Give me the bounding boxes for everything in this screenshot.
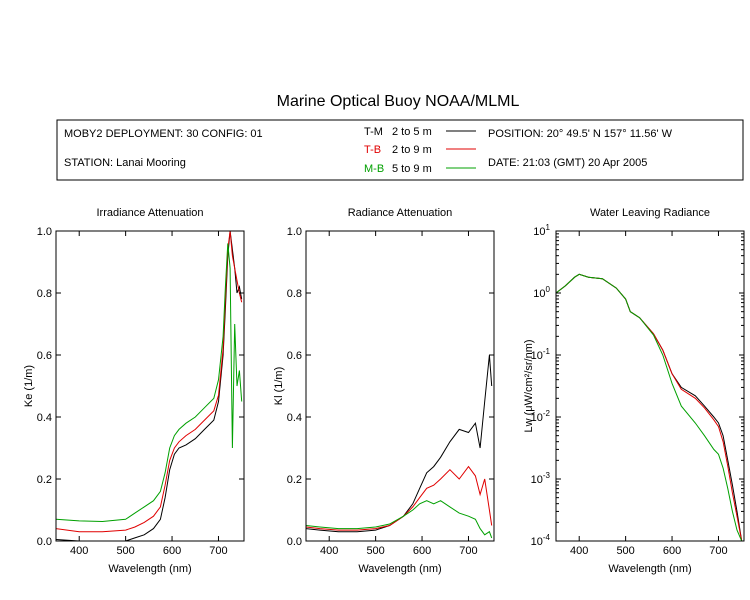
- x-tick-label: 500: [116, 545, 134, 557]
- chart-title: Irradiance Attenuation: [96, 207, 203, 219]
- x-tick-label: 700: [459, 545, 477, 557]
- y-tick-label: 10-1: [531, 347, 551, 362]
- plot-frame: [55, 230, 245, 542]
- x-tick-label: 600: [413, 545, 431, 557]
- x-tick-label: 600: [163, 545, 181, 557]
- legend: T-M 2 to 5 m T-B 2 to 9 m M-B 5 to 9 m: [364, 126, 476, 175]
- y-tick-label: 0.4: [37, 412, 52, 424]
- series-line-t-b: [306, 465, 493, 531]
- series-group: [56, 231, 243, 541]
- y-tick-label: 10-3: [531, 471, 551, 486]
- series-line-m-b: [306, 500, 493, 539]
- chart-2: Radiance Attenuation 400 500 600 700 0.0 0.2 0.…: [273, 207, 495, 575]
- series-line-t-m: [306, 354, 493, 533]
- y-tick-label: 0.0: [37, 536, 52, 548]
- y-tick-label: 0.2: [37, 474, 52, 486]
- y-tick-label: 0.0: [287, 536, 302, 548]
- info-box-frame: [56, 119, 744, 181]
- y-tick-label: 100: [533, 285, 550, 300]
- legend-code-mb: M-B: [364, 163, 384, 175]
- x-tick-label: 500: [366, 545, 384, 557]
- chart-title: Radiance Attenuation: [348, 207, 453, 219]
- y-tick-label: 101: [533, 223, 550, 238]
- x-tick-label: 400: [570, 545, 588, 557]
- figure-title: Marine Optical Buoy NOAA/MLML: [277, 93, 520, 110]
- y-tick-label: 0.6: [37, 350, 52, 362]
- y-tick-label: 0.4: [287, 412, 302, 424]
- x-tick-label: 700: [709, 545, 727, 557]
- plot-frame: [305, 230, 495, 542]
- series-group: [556, 273, 743, 541]
- chart-3: Water Leaving Radiance 400 500 600 700 10-4 10…: [523, 207, 745, 575]
- y-axis-label: Ke (1/m): [23, 365, 35, 407]
- station-text: STATION: Lanai Mooring: [64, 157, 186, 169]
- series-line-m-b: [56, 243, 243, 523]
- plot-frame: [555, 230, 745, 542]
- info-box: MOBY2 DEPLOYMENT: 30 CONFIG: 01 STATION:…: [56, 119, 744, 181]
- x-tick-label: 700: [209, 545, 227, 557]
- date-text: DATE: 21:03 (GMT) 20 Apr 2005: [488, 157, 647, 169]
- position-text: POSITION: 20° 49.5' N 157° 11.56' W: [488, 128, 673, 140]
- x-tick-label: 400: [320, 545, 338, 557]
- y-tick-label: 10-4: [531, 533, 551, 548]
- y-tick-label: 1.0: [287, 226, 302, 238]
- chart-title: Water Leaving Radiance: [590, 207, 710, 219]
- series-group: [306, 354, 493, 539]
- y-tick-label: 10-2: [531, 409, 551, 424]
- legend-range-tm: 2 to 5 m: [392, 126, 432, 138]
- x-tick-label: 400: [70, 545, 88, 557]
- y-tick-label: 0.8: [287, 288, 302, 300]
- series-line-t-m: [556, 273, 743, 541]
- x-tick-label: 500: [616, 545, 634, 557]
- deployment-text: MOBY2 DEPLOYMENT: 30 CONFIG: 01: [64, 128, 263, 140]
- series-line-t-b: [56, 231, 243, 533]
- x-axis-label: Wavelength (nm): [108, 563, 191, 575]
- chart-1: Irradiance Attenuation 400 500 600 700 0.0 0.2…: [23, 207, 245, 575]
- y-axis-label: Kl (1/m): [273, 367, 285, 406]
- y-tick-label: 0.6: [287, 350, 302, 362]
- y-axis-label: Lw (μW/cm²/sr/nm): [523, 339, 535, 432]
- y-tick-label: 0.2: [287, 474, 302, 486]
- legend-code-tb: T-B: [364, 144, 381, 156]
- series-line-m-b: [556, 273, 743, 541]
- series-line-t-m: [56, 231, 243, 541]
- x-axis-label: Wavelength (nm): [358, 563, 441, 575]
- legend-range-tb: 2 to 9 m: [392, 144, 432, 156]
- legend-code-tm: T-M: [364, 126, 383, 138]
- x-tick-label: 600: [663, 545, 681, 557]
- y-tick-label: 1.0: [37, 226, 52, 238]
- chart-panels: Irradiance Attenuation 400 500 600 700 0.0 0.2…: [23, 207, 745, 575]
- series-line-t-b: [556, 273, 743, 541]
- y-tick-label: 0.8: [37, 288, 52, 300]
- x-axis-label: Wavelength (nm): [608, 563, 691, 575]
- legend-range-mb: 5 to 9 m: [392, 163, 432, 175]
